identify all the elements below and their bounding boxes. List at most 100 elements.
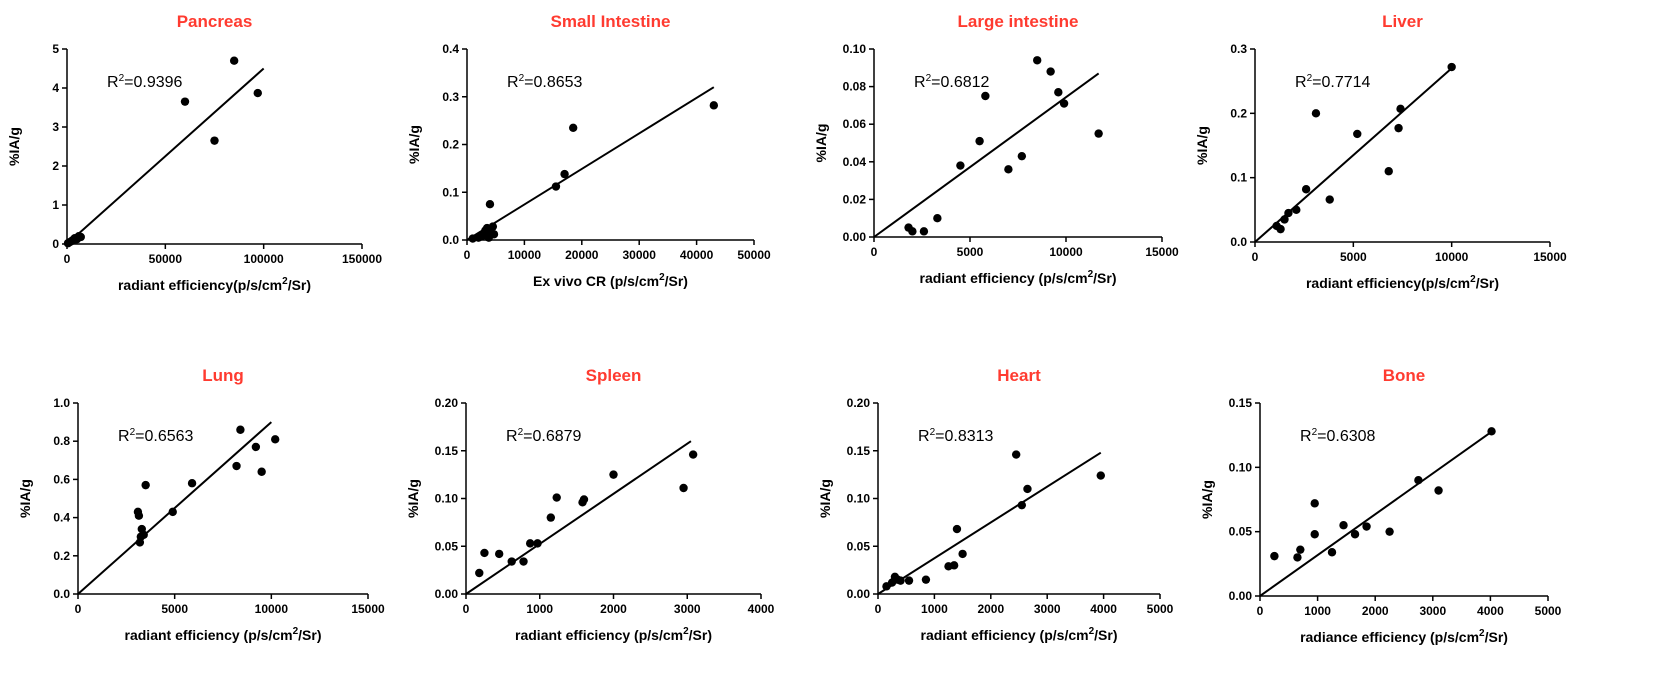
data-point [1434, 486, 1443, 495]
data-point [546, 513, 556, 522]
x-tick-label: 4000 [1477, 604, 1504, 618]
y-tick-label: 0.0 [442, 233, 459, 247]
x-tick-label: 0 [1252, 250, 1259, 264]
panel-lung: 0.0 0.2 0.4 0.6 0.8 1.0 0 5000 10000 15000 Lung rad… [17, 366, 385, 643]
x-tick-label: 0 [464, 248, 471, 262]
data-point [1310, 530, 1319, 539]
regression-line [466, 86, 715, 241]
data-point [1327, 548, 1337, 557]
r-squared-label: R2=0.7714 [1295, 73, 1371, 91]
y-tick-label: 0.10 [1229, 460, 1253, 474]
data-point [525, 539, 535, 548]
y-tick-label: 0.2 [442, 138, 459, 152]
data-point [1046, 67, 1055, 76]
y-tick-label: 0.2 [1230, 106, 1247, 120]
x-tick-label: 0 [1257, 604, 1264, 618]
y-tick-label: 0.06 [843, 117, 867, 131]
data-point [134, 511, 144, 520]
data-point [1280, 215, 1289, 224]
x-tick-label: 0 [875, 602, 882, 616]
y-tick-label: 0.00 [847, 587, 871, 601]
y-tick-label: 0.04 [843, 155, 867, 169]
y-tick-label: 2 [52, 159, 59, 173]
data-point [1487, 427, 1496, 436]
x-tick-label: 100000 [244, 252, 284, 266]
x-tick-label: 1000 [1304, 604, 1331, 618]
data-point [1339, 521, 1348, 530]
data-point [688, 450, 698, 459]
panel-pancreas: 0 1 2 3 4 5 0 50000 100000 150000 Pancreas radiant … [6, 12, 382, 293]
y-tick-label: 4 [52, 81, 59, 95]
panel-bone: 0.00 0.05 0.10 0.15 0 1000 2000 3000 4000 5000 Bon… [1199, 366, 1562, 645]
x-tick-label: 40000 [680, 248, 714, 262]
data-point [168, 507, 177, 517]
y-tick-label: 0.20 [847, 396, 871, 410]
y-tick-label: 0.05 [435, 539, 459, 553]
panel-spleen: 0.00 0.05 0.10 0.15 0.20 0 1000 2000 3000 4000 Spl… [405, 366, 775, 643]
x-tick-label: 3000 [1419, 604, 1446, 618]
r-squared-label: R2=0.9396 [107, 73, 183, 91]
data-point [908, 227, 917, 236]
data-point [949, 561, 959, 570]
y-axis-label: %IA/g [6, 127, 22, 166]
data-point [1059, 99, 1069, 108]
y-axis-label: %IA/g [1199, 480, 1215, 519]
y-tick-label: 5 [52, 42, 59, 56]
data-point [1292, 205, 1301, 215]
data-point [1004, 165, 1013, 174]
data-point [709, 101, 719, 110]
x-tick-label: 3000 [1034, 602, 1061, 616]
data-point [679, 483, 688, 493]
x-tick-label: 15000 [351, 602, 385, 616]
data-point [1011, 450, 1021, 459]
x-tick-label: 4000 [1090, 602, 1117, 616]
data-point [257, 467, 266, 476]
x-tick-label: 4000 [748, 602, 775, 616]
data-point [952, 524, 962, 534]
x-tick-label: 2000 [977, 602, 1004, 616]
y-tick-label: 0.1 [442, 185, 459, 199]
regression-line [77, 421, 272, 595]
y-axis-label: %IA/g [405, 479, 421, 518]
r-squared-label: R2=0.8313 [918, 427, 994, 445]
y-tick-label: 0.05 [1229, 525, 1253, 539]
data-point [921, 575, 931, 584]
data-point [251, 442, 261, 452]
data-point [1023, 484, 1032, 494]
data-point [904, 576, 914, 585]
data-point [1414, 476, 1423, 485]
data-point [551, 182, 561, 191]
x-axis-label: radiant efficiency (p/s/cm2/Sr) [921, 626, 1118, 643]
x-tick-label: 5000 [957, 245, 984, 259]
x-tick-label: 5000 [1147, 602, 1174, 616]
x-axis-label: radiant efficiency (p/s/cm2/Sr) [920, 269, 1117, 286]
panel-title: Large intestine [958, 12, 1079, 31]
x-tick-label: 5000 [161, 602, 188, 616]
data-point [560, 169, 569, 179]
data-point [568, 123, 578, 132]
data-point [975, 136, 984, 146]
x-tick-label: 1000 [526, 602, 553, 616]
y-tick-label: 0 [52, 237, 59, 251]
data-point [1385, 527, 1394, 536]
y-axis-label: %IA/g [406, 125, 422, 164]
data-point [1325, 195, 1334, 204]
data-point [1033, 56, 1042, 65]
data-point [1301, 185, 1311, 194]
x-tick-label: 15000 [1533, 250, 1567, 264]
x-axis-label: radiant efficiency(p/s/cm2/Sr) [1306, 274, 1499, 291]
x-tick-label: 20000 [565, 248, 599, 262]
y-tick-label: 0.10 [435, 492, 459, 506]
data-point [956, 161, 965, 170]
r-squared-label: R2=0.6879 [506, 427, 582, 445]
panel-title: Pancreas [177, 12, 253, 31]
y-tick-label: 0.00 [1229, 589, 1253, 603]
data-point [489, 230, 499, 239]
data-point [480, 548, 489, 558]
data-point [507, 557, 516, 566]
x-axis-label: Ex vivo CR (p/s/cm2/Sr) [533, 272, 688, 289]
data-point [271, 435, 280, 444]
panel-title: Spleen [586, 366, 642, 385]
y-tick-label: 0.02 [843, 192, 867, 206]
